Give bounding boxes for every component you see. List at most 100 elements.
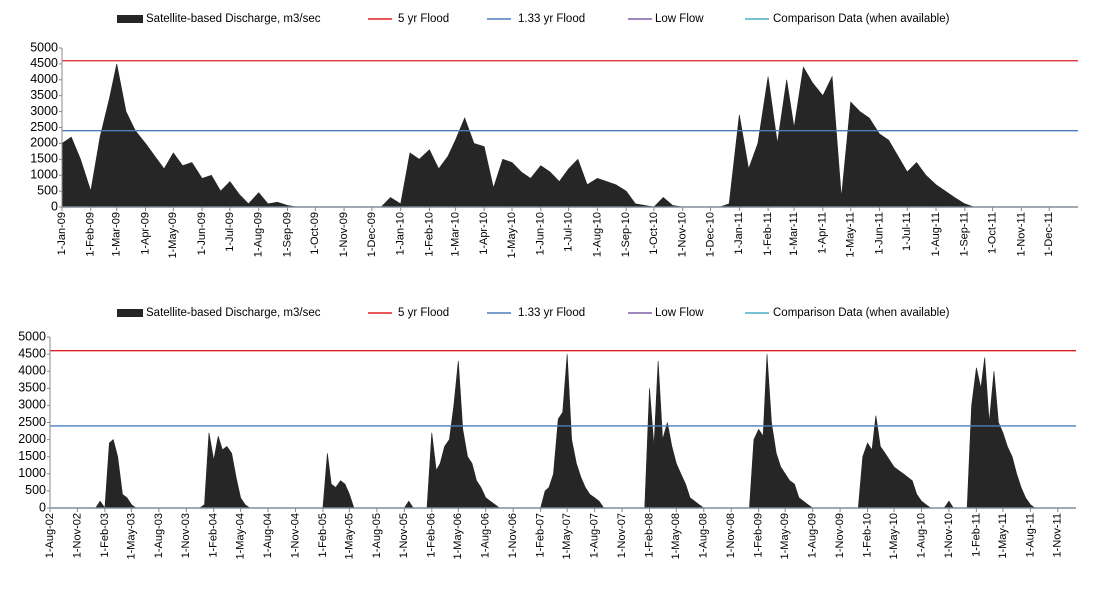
x-tick-label: 1-Aug-10 (591, 212, 603, 257)
x-tick-label: 1-Nov-02 (71, 513, 83, 558)
x-tick-label: 1-Aug-04 (262, 513, 274, 558)
y-tick-label: 1000 (18, 466, 46, 480)
x-tick-label: 1-Feb-11 (762, 212, 774, 256)
y-tick-label: 4000 (30, 72, 58, 86)
x-tick-label: 1-Aug-10 (915, 513, 927, 558)
x-tick-label: 1-Dec-11 (1043, 212, 1055, 256)
x-tick-label: 1-Aug-08 (698, 513, 710, 558)
y-tick-label: 2500 (18, 415, 46, 429)
legend-label: 1.33 yr Flood (518, 13, 585, 25)
x-tick-label: 1-Mar-09 (111, 212, 123, 257)
y-tick-label: 2500 (30, 120, 58, 134)
y-tick-label: 500 (25, 483, 46, 497)
x-tick-label: 1-Jun-11 (873, 212, 885, 255)
y-tick-label: 3500 (30, 88, 58, 102)
x-tick-label: 1-Apr-10 (478, 212, 490, 255)
y-tick-label: 0 (39, 500, 46, 514)
x-tick-label: 1-Aug-03 (153, 513, 165, 558)
y-tick-label: 1000 (30, 167, 58, 181)
x-tick-label: 1-May-09 (167, 212, 179, 258)
x-tick-label: 1-May-05 (343, 513, 355, 559)
x-tick-label: 1-May-09 (779, 513, 791, 559)
discharge-area (50, 354, 1072, 509)
x-tick-label: 1-Jun-10 (535, 212, 547, 255)
x-tick-label: 1-Nov-04 (289, 513, 301, 558)
y-tick-label: 3000 (18, 398, 46, 412)
x-tick-label: 1-Feb-05 (317, 513, 329, 558)
x-tick-label: 1-Jan-11 (733, 212, 745, 255)
legend-label: Low Flow (655, 13, 704, 25)
x-tick-label: 1-Jul-11 (901, 212, 913, 251)
x-tick-label: 1-Nov-10 (943, 513, 955, 558)
x-tick-label: 1-Feb-10 (861, 513, 873, 558)
x-tick-label: 1-Nov-10 (677, 212, 689, 257)
y-tick-label: 2000 (18, 432, 46, 446)
x-tick-label: 1-May-10 (506, 212, 518, 258)
legend-label: 5 yr Flood (398, 307, 449, 319)
legend-label: 1.33 yr Flood (518, 307, 585, 319)
legend-label: Comparison Data (when available) (773, 13, 950, 25)
x-tick-label: 1-Feb-11 (970, 513, 982, 557)
x-tick-label: 1-Feb-04 (208, 513, 220, 558)
x-tick-label: 1-Sep-10 (620, 212, 632, 257)
x-tick-label: 1-Feb-08 (643, 513, 655, 558)
x-tick-label: 1-Jun-09 (196, 212, 208, 255)
discharge-area (61, 63, 1068, 208)
x-tick-label: 1-Feb-03 (99, 513, 111, 558)
x-tick-label: 1-Nov-05 (398, 513, 410, 558)
x-tick-label: 1-Feb-07 (535, 513, 547, 558)
x-tick-label: 1-Apr-09 (139, 212, 151, 255)
x-tick-label: 1-Dec-09 (366, 212, 378, 257)
x-tick-label: 1-May-06 (452, 513, 464, 559)
x-tick-label: 1-Feb-06 (426, 513, 438, 558)
x-tick-label: 1-Aug-09 (253, 212, 265, 257)
x-tick-label: 1-Aug-05 (371, 513, 383, 558)
x-tick-label: 1-Mar-11 (788, 212, 800, 256)
y-tick-label: 4500 (18, 346, 46, 360)
x-tick-label: 1-Aug-06 (480, 513, 492, 558)
legend-label: Satellite-based Discharge, m3/sec (146, 13, 321, 25)
x-tick-label: 1-May-11 (997, 513, 1009, 559)
x-tick-label: 1-Nov-09 (834, 513, 846, 558)
x-tick-label: 1-Aug-11 (1024, 513, 1036, 557)
y-tick-label: 5000 (18, 329, 46, 343)
x-tick-label: 1-Nov-11 (1015, 212, 1027, 256)
legend-label: Satellite-based Discharge, m3/sec (146, 307, 321, 319)
x-tick-label: 1-Jul-09 (224, 212, 236, 252)
y-tick-label: 1500 (30, 152, 58, 166)
x-tick-label: 1-May-07 (561, 513, 573, 559)
x-tick-label: 1-Mar-10 (449, 212, 461, 257)
legend-swatch (117, 15, 143, 23)
y-tick-label: 4000 (18, 363, 46, 377)
x-tick-label: 1-Aug-02 (44, 513, 56, 558)
x-tick-label: 1-Aug-07 (589, 513, 601, 558)
x-tick-label: 1-Sep-11 (959, 212, 971, 256)
x-tick-label: 1-Nov-06 (507, 513, 519, 558)
x-tick-label: 1-May-03 (125, 513, 137, 559)
y-tick-label: 2000 (30, 136, 58, 150)
x-tick-label: 1-Oct-11 (987, 212, 999, 254)
y-tick-label: 3500 (18, 381, 46, 395)
x-tick-label: 1-Nov-09 (338, 212, 350, 257)
x-tick-label: 1-Feb-09 (753, 513, 765, 558)
x-tick-label: 1-Apr-11 (817, 212, 829, 254)
legend-label: Low Flow (655, 307, 704, 319)
x-tick-label: 1-Oct-10 (648, 212, 660, 255)
x-tick-label: 1-Jan-10 (395, 212, 407, 255)
x-tick-label: 1-Sep-09 (281, 212, 293, 257)
legend-label: 5 yr Flood (398, 13, 449, 25)
x-tick-label: 1-Jul-10 (563, 212, 575, 252)
x-tick-label: 1-Nov-03 (180, 513, 192, 558)
x-tick-label: 1-Aug-11 (930, 212, 942, 256)
x-tick-label: 1-Oct-09 (309, 212, 321, 255)
y-tick-label: 5000 (30, 40, 58, 54)
y-tick-label: 4500 (30, 56, 58, 70)
x-tick-label: 1-Feb-09 (85, 212, 97, 257)
x-tick-label: 1-Nov-07 (616, 513, 628, 558)
legend-label: Comparison Data (when available) (773, 307, 950, 319)
x-tick-label: 1-May-10 (888, 513, 900, 559)
x-tick-label: 1-May-08 (670, 513, 682, 559)
x-tick-label: 1-Nov-08 (725, 513, 737, 558)
x-tick-label: 1-May-04 (234, 513, 246, 559)
